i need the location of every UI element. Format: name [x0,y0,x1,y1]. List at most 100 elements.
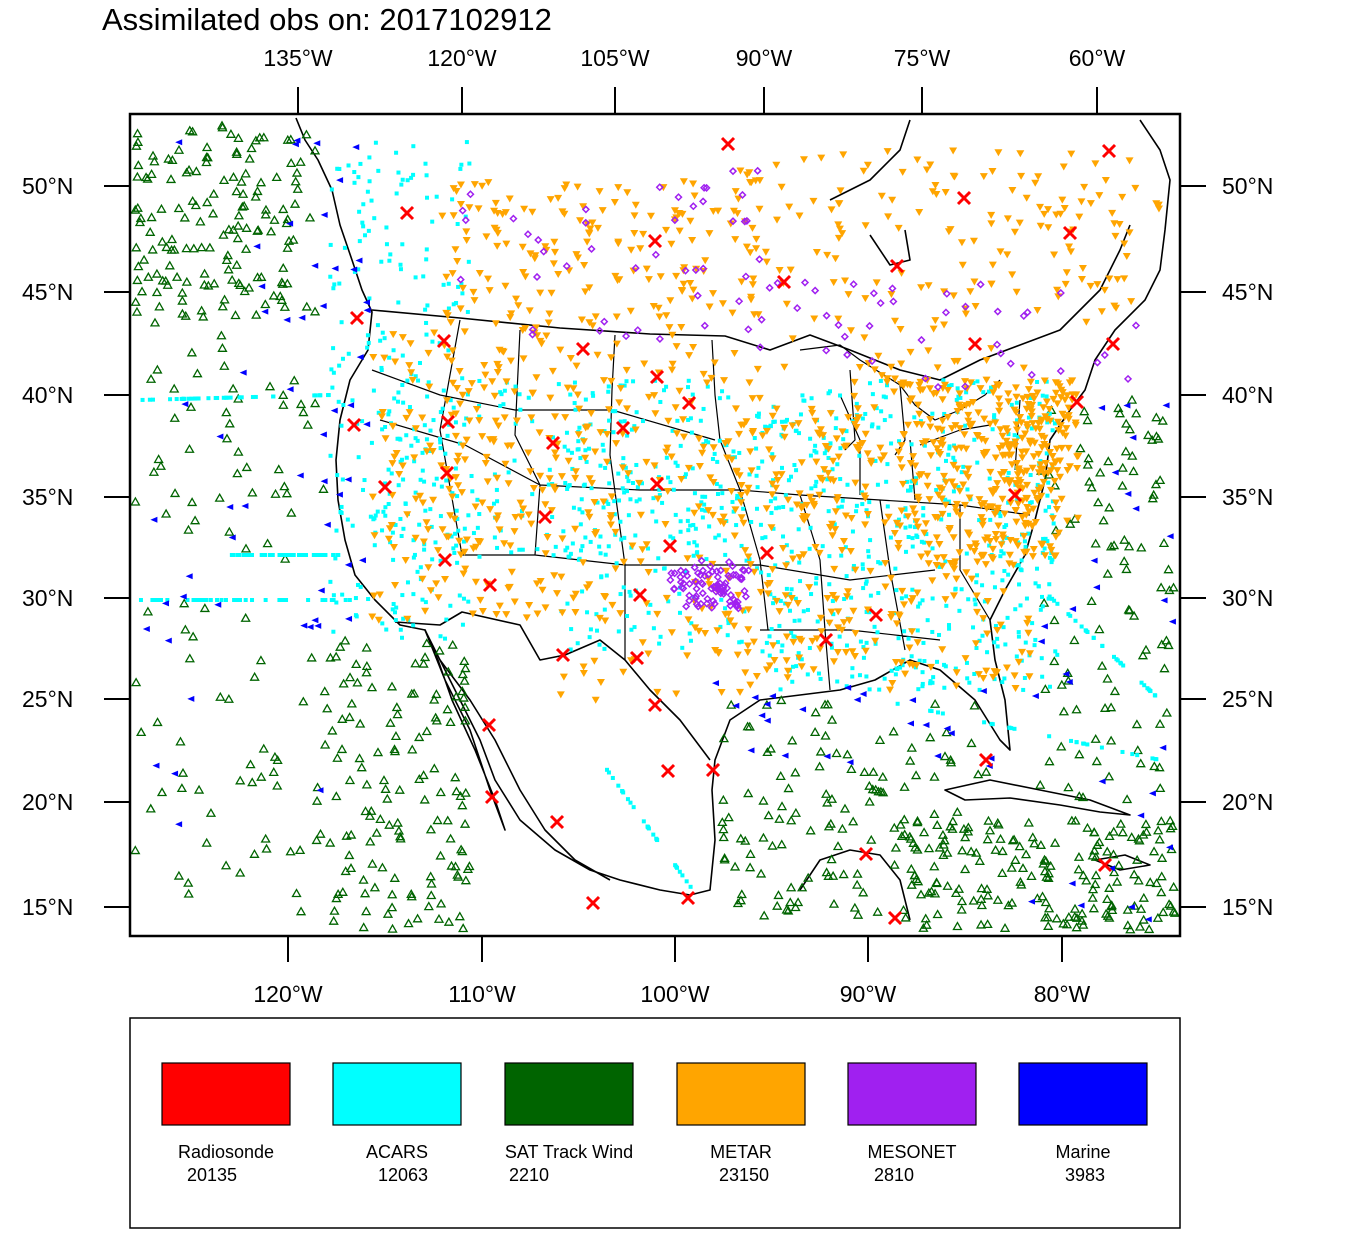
metar-marker [576,217,585,225]
acars-marker [912,415,917,420]
sat-wind-marker [1146,434,1158,444]
acars-marker [939,517,944,522]
acars-marker [1014,654,1019,659]
acars-marker [854,509,859,514]
radiosonde-stroke [482,577,498,593]
sat-wind-marker [837,823,848,833]
metar-marker [443,397,452,405]
radiosonde-marker [1101,143,1117,159]
metar-marker [1037,492,1046,500]
sat-wind-marker [218,229,229,239]
metar-marker [829,279,838,287]
sat-wind-marker [1105,702,1117,712]
radiosonde-stroke [484,789,500,805]
metar-marker [974,671,983,679]
sat-wind-marker [329,905,340,915]
acars-marker [783,493,788,498]
metar-marker [1091,160,1100,168]
acars-marker [722,538,727,543]
metar-marker [442,466,451,474]
acars-marker [1016,563,1021,568]
metar-marker [735,430,744,438]
radiosonde-stroke [629,650,645,666]
acars-marker [466,513,471,518]
metar-marker [917,553,926,561]
sat-wind-marker [408,688,420,698]
metar-marker [1051,499,1060,507]
acars-marker [878,378,883,383]
sat-wind-marker [906,863,917,873]
radiosonde-marker [956,190,972,206]
metar-marker [689,286,698,294]
acars-marker [277,598,282,602]
acars-marker [332,282,337,287]
marine-marker [283,316,291,323]
metar-marker [472,405,481,413]
metar-marker [605,406,614,414]
mesonet-marker [756,343,765,352]
acars-marker [350,398,355,403]
metar-marker [965,531,974,539]
metar-marker [593,224,602,232]
acars-marker [429,524,434,529]
acars-marker [1135,753,1140,758]
mesonet-marker [689,202,698,211]
metar-marker [762,666,771,674]
sat-wind-marker [831,748,842,758]
acars-marker [612,499,617,504]
acars-marker [808,436,813,441]
acars-marker [361,487,366,492]
metar-marker [863,450,872,458]
acars-marker [440,406,445,411]
metar-marker [1053,418,1062,426]
acars-marker [383,481,388,486]
radiosonde-stroke [1007,487,1023,503]
acars-marker [707,524,712,529]
acars-marker [456,528,461,533]
acars-marker [424,257,429,262]
acars-marker [547,467,552,472]
sat-wind-marker [1127,450,1138,460]
mesonet-marker [1027,370,1036,379]
metar-marker [912,518,921,526]
metar-marker [949,172,958,180]
acars-marker [412,459,417,464]
metar-marker [816,645,825,653]
sat-wind-marker [176,783,188,793]
metar-marker [861,430,870,438]
mesonet-marker [933,382,943,392]
sat-wind-marker [1138,829,1149,839]
acars-marker [277,553,282,557]
acars-marker [606,544,611,549]
metar-marker [958,261,967,269]
metar-marker [705,303,714,311]
mesonet-marker [685,579,694,588]
metar-marker [929,325,938,333]
metar-marker [785,203,794,211]
legend-count-radiosonde: 20135 [187,1165,237,1185]
metar-marker [916,378,925,386]
legend-count-mesonet: 2810 [874,1165,914,1185]
metar-marker [733,210,742,218]
sat-wind-marker [896,831,908,841]
sat-wind-marker [1099,703,1111,712]
acars-marker [719,597,724,602]
mesonet-marker [700,183,709,192]
acars-marker [897,439,902,444]
metar-marker [679,178,688,186]
metar-marker [1066,248,1075,256]
metar-marker [662,226,671,234]
metar-marker [934,448,943,456]
metar-marker [890,530,899,538]
sat-wind-marker [195,216,206,226]
acars-marker [1150,756,1155,761]
metar-marker [849,607,858,615]
metar-marker [960,431,969,439]
top-lon-axis: 135°W 120°W 105°W 90°W 75°W 60°W [263,45,1126,114]
acars-marker [373,513,378,518]
metar-marker [955,425,964,433]
sat-wind-marker [1126,832,1137,842]
acars-marker [671,487,676,492]
metar-marker [639,230,648,238]
metar-marker [506,314,515,322]
